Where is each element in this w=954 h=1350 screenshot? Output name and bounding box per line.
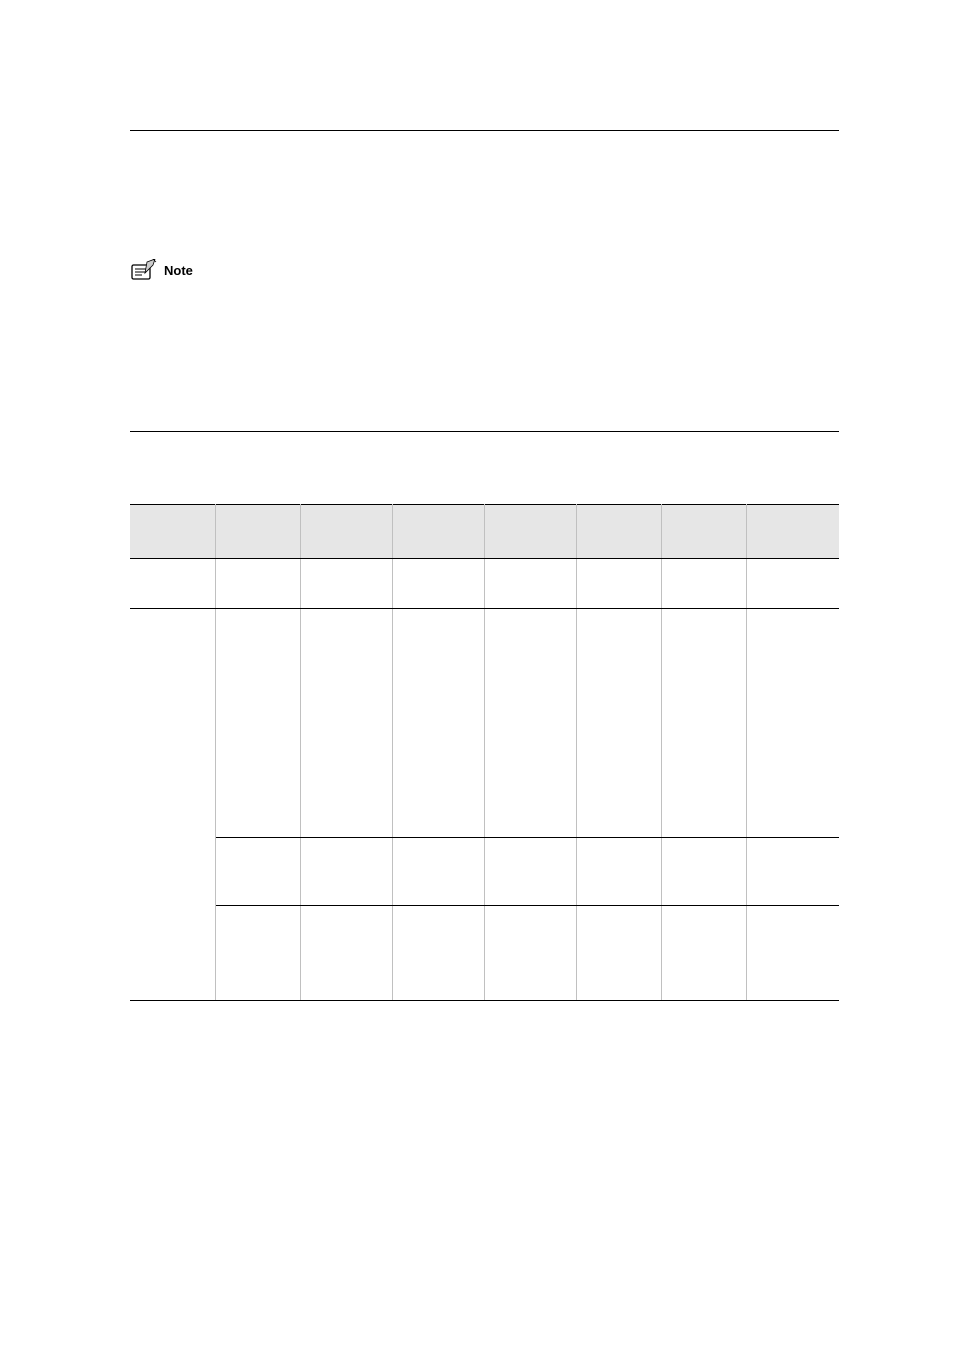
table-cell [662,559,747,609]
table-cell [484,838,576,906]
note-icon [130,259,158,281]
table-row [130,838,839,906]
table-cell [662,609,747,838]
table-cell [747,559,839,609]
table-cell [577,906,662,1001]
table-cell [215,559,300,609]
note-label: Note [164,263,193,278]
table-cell [300,609,392,838]
table-header-row [130,505,839,559]
table-cell [392,609,484,838]
table-cell [130,559,215,609]
table-cell [392,906,484,1001]
table-header-cell [577,505,662,559]
table-header-cell [300,505,392,559]
table-cell [662,838,747,906]
table-cell [577,609,662,838]
top-divider [130,130,839,131]
table-cell [300,906,392,1001]
note-section: Note [130,259,839,431]
table-cell [662,906,747,1001]
table-cell [300,838,392,906]
table-cell [300,559,392,609]
table-cell [484,559,576,609]
table-cell [747,609,839,838]
data-table [130,504,839,1001]
table-cell [392,559,484,609]
table-cell [215,906,300,1001]
note-content-gap [130,281,839,431]
second-divider [130,431,839,432]
table-cell [747,838,839,906]
table-cell-rowspan [130,609,215,1001]
table-cell [484,609,576,838]
table-wrapper [130,504,839,1001]
table-header-cell [392,505,484,559]
table-cell [577,559,662,609]
table-row [130,906,839,1001]
table-header-cell [662,505,747,559]
table-row [130,609,839,838]
table-cell [747,906,839,1001]
table-header-cell [484,505,576,559]
table-cell [215,609,300,838]
table-row [130,559,839,609]
table-header-cell [130,505,215,559]
table-cell [392,838,484,906]
table-cell [577,838,662,906]
table-header-cell [215,505,300,559]
note-row: Note [130,259,839,281]
table-cell [484,906,576,1001]
table-header-cell [747,505,839,559]
table-cell [215,838,300,906]
